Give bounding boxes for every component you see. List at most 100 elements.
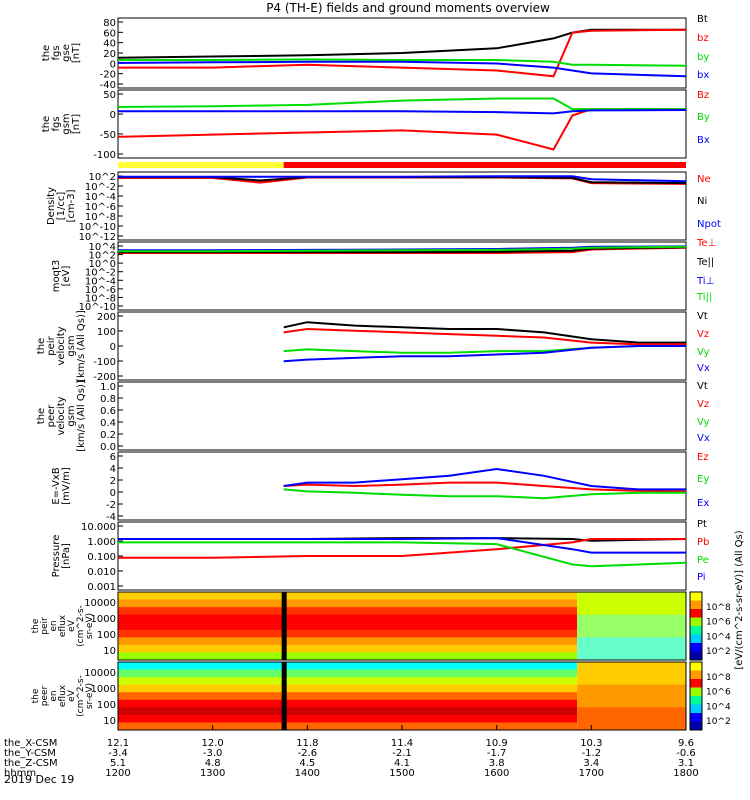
legend-Ni: Ni: [697, 196, 707, 207]
y-axis-label: sr-eV): [85, 613, 95, 639]
legend-Ne: Ne: [697, 174, 711, 185]
y-axis-label: moqt3: [51, 260, 62, 293]
ytick-label: 100: [97, 700, 116, 711]
axis-row-label: hhmm: [4, 768, 36, 779]
y-axis-label: [cm-3]: [66, 189, 77, 222]
ytick-label: 4: [110, 464, 116, 475]
ytick-label: 0.8: [100, 394, 116, 405]
ytick-label: 10^-4: [85, 192, 116, 203]
legend-Vx: Vx: [697, 433, 710, 444]
legend-Te||: Te||: [696, 257, 714, 268]
colorbar-segment: [690, 713, 702, 722]
y-axis-label: the: [36, 408, 47, 424]
legend-By: By: [697, 112, 710, 123]
y-axis-label: [km/s (All Qs)]: [76, 310, 87, 382]
panel-frame: [117, 591, 687, 661]
y-axis-label: sr-eV): [85, 683, 95, 709]
colorbar-segment: [690, 704, 702, 714]
axis-tick-label: -2.6: [298, 748, 318, 759]
colorbar-segment: [690, 634, 702, 644]
ytick-label: 10^-12: [79, 232, 116, 243]
ytick-label: 20: [103, 49, 116, 60]
spectrogram-band: [118, 707, 578, 716]
colorbar-frame: [689, 661, 703, 731]
spectrogram-band: [118, 644, 578, 653]
axis-tick-label: 1200: [105, 768, 130, 779]
y-axis-label: (cm^2-s-: [76, 675, 86, 717]
spectrogram-band: [118, 684, 578, 693]
axis-tick-label: 1700: [579, 768, 604, 779]
colorbar-segment: [690, 687, 702, 697]
ytick-label: 2: [110, 476, 116, 487]
panel-frame: [117, 241, 687, 311]
spectrogram-band: [118, 592, 578, 601]
legend-Vz: Vz: [697, 329, 709, 340]
y-axis-label: [nPa]: [61, 543, 72, 569]
colorbar-segment: [690, 600, 702, 610]
colorbar-segment: [690, 721, 702, 731]
axis-tick-label: -2.1: [392, 748, 412, 759]
colorbar-segment: [690, 679, 702, 688]
legend-bx: bx: [697, 70, 709, 81]
spectrogram-band: [118, 692, 578, 701]
spectrogram-band: [118, 629, 578, 638]
legend-bz: bz: [697, 33, 709, 44]
axis-tick-label: 12.0: [202, 738, 224, 749]
y-axis-label: fgs: [51, 45, 62, 60]
colorbar-tick-label: 10^8: [706, 673, 731, 683]
series-line-Ex: [283, 467, 686, 491]
y-axis-label: eflux: [58, 614, 68, 637]
colorbar-segment: [690, 696, 702, 705]
colorbar-frame: [689, 591, 703, 661]
ytick-label: 6: [110, 452, 116, 463]
y-axis-label: the: [31, 688, 41, 703]
legend-by: by: [697, 52, 709, 63]
ytick-label: 10^-10: [79, 222, 116, 233]
series-line-Bt: [117, 28, 686, 59]
ytick-label: 40: [103, 39, 116, 50]
y-axis-label: gse: [61, 44, 72, 62]
spectrogram-peer_spectrogram: 10000 1000 100 10 the peer en eflux eV (cm^2-s-sr…: [31, 661, 731, 731]
axis-row-label: the_Z-CSM: [4, 758, 58, 769]
ytick-label: -2: [106, 500, 116, 511]
y-axis-label: velocity: [56, 326, 67, 365]
axis-tick-label: 11.8: [296, 738, 318, 749]
series-line-bz: [118, 28, 687, 78]
colorbar-segment: [690, 592, 702, 601]
axis-tick-label: 1600: [484, 768, 509, 779]
y-axis-label: [mV/m]: [61, 467, 72, 505]
ytick-label: 10^-2: [85, 268, 116, 279]
ytick-label: 0.4: [100, 418, 116, 429]
ytick-label: 10^0: [89, 259, 116, 270]
series-line-Vx: [283, 345, 686, 363]
series-line-Pe: [118, 541, 687, 568]
y-axis-label: the: [41, 45, 52, 61]
series-line-Pi: [118, 537, 686, 554]
colorbar-segment: [690, 609, 702, 618]
data-gap-marker: [281, 592, 287, 660]
ytick-label: 10^2: [89, 251, 116, 262]
spectrogram-band: [577, 684, 686, 708]
y-axis-label: the: [36, 338, 47, 354]
series-line-Ti||: [118, 245, 687, 253]
colorbar-tick-label: 10^8: [706, 603, 731, 613]
panel-frame: [117, 451, 687, 521]
axis-tick-label: 11.4: [391, 738, 413, 749]
series-line-Vt: [283, 321, 686, 344]
panel-peer_velocity: 1.00.80.60.40.20.0 the peer velocity gsm [km/…: [36, 380, 710, 453]
spectrogram-band: [118, 637, 578, 646]
colorbar-segment: [690, 670, 702, 680]
ytick-label: 10.000: [81, 522, 116, 533]
y-axis-label: Density: [46, 187, 57, 225]
ytick-label: 100: [97, 630, 116, 641]
y-axis-label: [eV]: [61, 266, 72, 287]
ytick-label: 0: [110, 488, 116, 499]
ytick-label: 0: [110, 59, 116, 70]
colorbar-tick-label: 10^2: [706, 647, 731, 657]
series-line-Bx: [118, 109, 687, 115]
date-label: 2019 Dec 19: [4, 773, 74, 786]
ytick-label: 0.0: [100, 442, 116, 453]
panel-temperature: 10^410^210^010^-210^-410^-610^-810^-10 mo…: [51, 238, 716, 313]
y-axis-label: gsm: [61, 113, 72, 134]
